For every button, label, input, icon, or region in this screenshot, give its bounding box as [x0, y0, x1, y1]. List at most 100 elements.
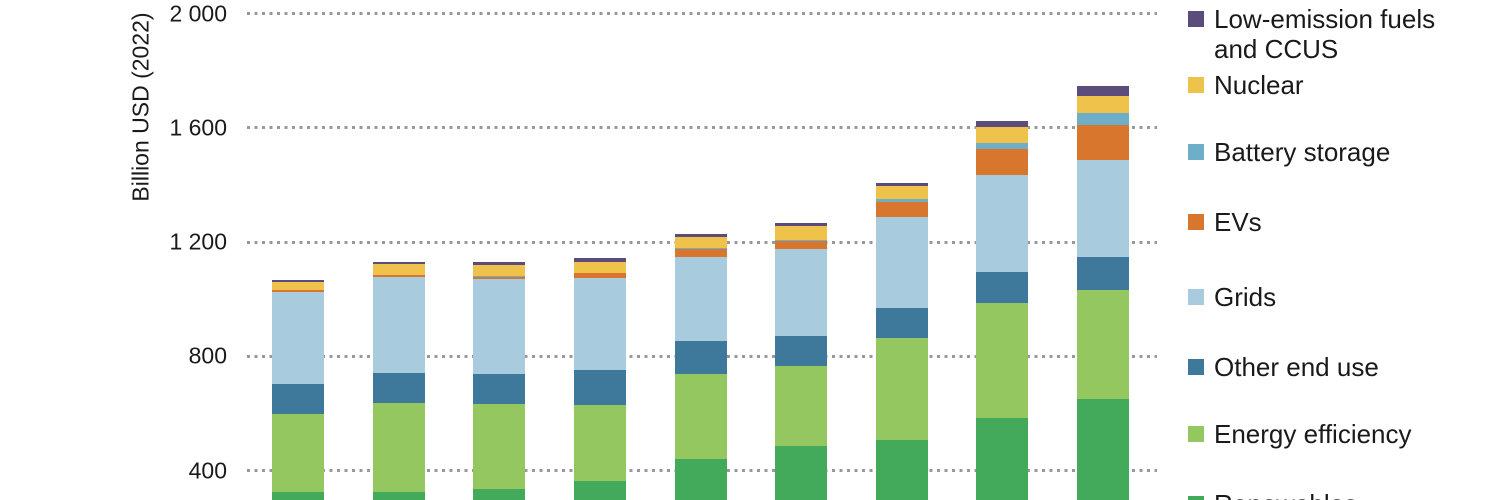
bar-3-segment-nuclear — [473, 264, 526, 277]
bar-3-segment-energy-efficiency — [473, 404, 526, 489]
legend-label-other-end-use: Other end use — [1214, 352, 1379, 382]
bar-4-segment-evs — [573, 273, 626, 279]
bar-4-segment-low-emission-fuels-and-ccus — [573, 258, 626, 262]
bar-2-segment-grids — [372, 276, 425, 373]
bar-7-segment-battery-storage — [875, 198, 928, 202]
bar-9-segment-low-emission-fuels-and-ccus — [1077, 86, 1129, 96]
bar-2-segment-evs — [372, 274, 425, 277]
y-tick-label-400: 400 — [188, 457, 227, 484]
bar-6 — [775, 223, 828, 500]
bar-5-segment-renewables — [674, 458, 727, 500]
bar-8-segment-nuclear — [976, 127, 1029, 143]
bar-8-segment-renewables — [976, 417, 1029, 500]
bar-1 — [272, 279, 324, 500]
bar-7-segment-low-emission-fuels-and-ccus — [875, 182, 928, 187]
legend-label-evs: EVs — [1214, 207, 1262, 237]
bar-3-segment-evs — [473, 276, 526, 280]
nuclear-swatch-icon — [1188, 77, 1204, 93]
bar-7-segment-evs — [875, 201, 928, 218]
bar-3-segment-renewables — [473, 488, 526, 500]
bar-6-segment-nuclear — [775, 226, 828, 240]
legend-label-energy-efficiency: Energy efficiency — [1214, 419, 1412, 449]
bar-8-segment-grids — [976, 175, 1029, 272]
bar-6-segment-grids — [775, 249, 828, 336]
bar-1-segment-grids — [272, 292, 324, 384]
bar-6-segment-battery-storage — [775, 239, 828, 241]
energy-efficiency-swatch-icon — [1188, 426, 1204, 442]
bar-5-segment-battery-storage — [674, 248, 727, 249]
bar-6-segment-energy-efficiency — [775, 365, 828, 447]
bar-8-segment-battery-storage — [976, 142, 1029, 149]
bar-5-segment-nuclear — [674, 237, 727, 249]
bar-9-segment-energy-efficiency — [1077, 289, 1129, 400]
bar-3-segment-other-end-use — [473, 373, 526, 405]
bar-9-segment-evs — [1077, 125, 1129, 161]
bar-9-segment-renewables — [1077, 399, 1129, 500]
bar-5-segment-evs — [674, 248, 727, 257]
bar-7-segment-nuclear — [875, 186, 928, 199]
bar-9-segment-battery-storage — [1077, 112, 1129, 126]
bar-2-segment-nuclear — [372, 264, 425, 275]
bar-8 — [976, 121, 1029, 500]
bar-4-segment-nuclear — [573, 261, 626, 273]
bar-3-segment-low-emission-fuels-and-ccus — [473, 262, 526, 265]
bar-1-segment-renewables — [272, 492, 324, 500]
bar-8-segment-other-end-use — [976, 271, 1029, 304]
bar-9-segment-grids — [1077, 160, 1129, 258]
other-end-use-swatch-icon — [1188, 359, 1204, 375]
bar-3 — [473, 262, 526, 500]
legend-label-renewables: Renewables — [1214, 489, 1357, 500]
bar-6-segment-other-end-use — [775, 335, 828, 366]
bar-9 — [1077, 86, 1129, 500]
bar-2-segment-low-emission-fuels-and-ccus — [372, 261, 425, 265]
bar-8-segment-low-emission-fuels-and-ccus — [976, 121, 1029, 128]
bar-8-segment-evs — [976, 148, 1029, 176]
bar-2-segment-renewables — [372, 491, 425, 500]
bar-9-segment-other-end-use — [1077, 257, 1129, 290]
evs-swatch-icon — [1188, 214, 1204, 230]
bar-5-segment-grids — [674, 256, 727, 341]
y-axis-title: Billion USD (2022) — [127, 12, 154, 202]
bar-5 — [674, 233, 727, 500]
legend-label-low-emission-fuels-and-ccus: Low-emission fuels and CCUS — [1214, 4, 1436, 64]
bar-7-segment-other-end-use — [875, 307, 928, 338]
legend-label-grids: Grids — [1214, 282, 1277, 312]
bar-5-segment-other-end-use — [674, 340, 727, 375]
bar-2-segment-energy-efficiency — [372, 402, 425, 492]
low-emission-fuels-and-ccus-swatch-icon — [1188, 11, 1204, 27]
bar-6-segment-low-emission-fuels-and-ccus — [775, 223, 828, 227]
y-tick-label-1200: 1 200 — [169, 228, 227, 255]
bar-4 — [573, 258, 626, 500]
bar-7-segment-renewables — [875, 440, 928, 500]
bar-6-segment-evs — [775, 240, 828, 250]
bar-4-segment-energy-efficiency — [573, 405, 626, 481]
gridline-2000 — [247, 12, 1157, 15]
bar-1-segment-other-end-use — [272, 383, 324, 414]
bar-2-segment-other-end-use — [372, 372, 425, 403]
bar-3-segment-grids — [473, 279, 526, 374]
bar-1-segment-energy-efficiency — [272, 413, 324, 493]
y-tick-label-1600: 1 600 — [169, 114, 227, 141]
y-tick-label-800: 800 — [188, 342, 227, 369]
bar-8-segment-energy-efficiency — [976, 303, 1029, 418]
battery-storage-swatch-icon — [1188, 144, 1204, 160]
bar-1-segment-nuclear — [272, 282, 324, 291]
renewables-swatch-icon — [1188, 496, 1204, 500]
legend-label-battery-storage: Battery storage — [1214, 137, 1391, 167]
bar-6-segment-renewables — [775, 446, 828, 500]
bar-7-segment-energy-efficiency — [875, 337, 928, 441]
bar-9-segment-nuclear — [1077, 95, 1129, 113]
bar-1-segment-evs — [272, 290, 324, 293]
bar-7 — [875, 182, 928, 500]
y-tick-label-2000: 2 000 — [169, 0, 227, 26]
bar-1-segment-low-emission-fuels-and-ccus — [272, 279, 324, 283]
bar-5-segment-energy-efficiency — [674, 374, 727, 459]
bar-4-segment-other-end-use — [573, 370, 626, 406]
bar-4-segment-renewables — [573, 480, 626, 500]
gridline-1600 — [247, 126, 1157, 130]
bar-2 — [372, 261, 425, 500]
bar-7-segment-grids — [875, 217, 928, 308]
bar-5-segment-low-emission-fuels-and-ccus — [674, 233, 727, 238]
legend-label-nuclear: Nuclear — [1214, 70, 1304, 100]
